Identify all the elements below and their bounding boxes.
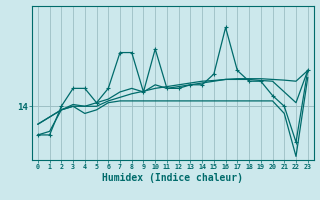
X-axis label: Humidex (Indice chaleur): Humidex (Indice chaleur): [102, 173, 243, 183]
